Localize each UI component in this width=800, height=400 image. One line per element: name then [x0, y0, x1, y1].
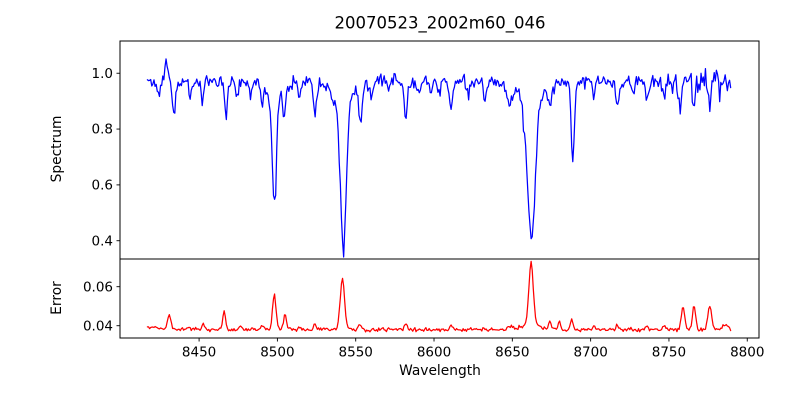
- error-y-ticks: 0.04 0.06: [83, 279, 120, 334]
- spectrum-plot-area: [146, 58, 732, 258]
- x-tick-label: 8500: [260, 345, 294, 361]
- x-tick-label: 8550: [339, 345, 373, 361]
- error-y-tick-label: 0.04: [83, 318, 113, 334]
- spectrum-y-tick-label: 0.6: [92, 177, 113, 193]
- x-tick-label: 8650: [495, 345, 529, 361]
- spectrum-y-tick-label: 0.4: [92, 233, 113, 249]
- error-y-axis-label: Error: [49, 281, 65, 315]
- spectrum-y-tick-label: 1.0: [92, 66, 113, 82]
- error-y-tick-label: 0.06: [83, 279, 113, 295]
- error-line: [146, 260, 732, 333]
- x-ticks: 8450 8500 8550 8600 8650 8700 8750 8800: [182, 338, 764, 361]
- spectrum-y-tick-label: 0.8: [92, 122, 113, 138]
- spectrum-axes-frame: [119, 40, 760, 260]
- error-axes-frame: [119, 258, 760, 339]
- x-axis-label: Wavelength: [399, 363, 481, 379]
- x-tick-label: 8450: [182, 345, 216, 361]
- spectrum-y-axis-label: Spectrum: [49, 115, 65, 183]
- spectrum-line: [146, 58, 732, 258]
- x-tick-label: 8700: [573, 345, 607, 361]
- x-tick-label: 8750: [652, 345, 686, 361]
- spectrum-y-ticks: 0.4 0.6 0.8 1.0: [92, 66, 120, 249]
- chart-title: 20070523_2002m60_046: [334, 13, 546, 33]
- x-tick-label: 8600: [417, 345, 451, 361]
- x-tick-label: 8800: [730, 345, 764, 361]
- error-plot-area: [146, 260, 732, 333]
